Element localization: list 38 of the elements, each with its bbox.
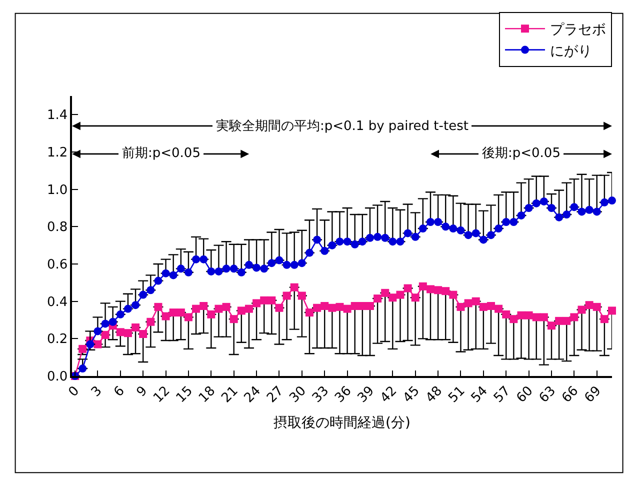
x-tick-label: 15 [174,384,196,406]
x-tick-label: 9 [134,384,151,400]
x-tick-label: 6 [111,384,128,400]
y-tick-label: 1.2 [46,146,68,161]
legend-label: にがり [550,43,592,60]
x-tick-label: 27 [264,384,287,406]
y-tick-label: 0.8 [46,220,68,236]
y-tick-label: 1.0 [46,182,68,198]
x-tick-label: 48 [423,384,446,406]
x-tick-label: 21 [218,384,242,406]
x-tick-label: 51 [446,384,468,406]
x-tick-label: 45 [400,384,423,406]
x-tick-label: 0 [66,384,82,400]
x-axis-title: 摂取後の時間経過(分) [274,414,410,431]
x-tick-label: 30 [287,384,310,406]
y-tick-label: 0.6 [46,258,68,273]
legend-label: プラセボ [550,22,606,38]
x-tick-label: 60 [514,384,536,406]
x-tick-label: 24 [242,384,264,406]
x-tick-label: 3 [88,384,106,400]
annotation: 前期:p<0.05 [122,146,200,161]
x-tick-label: 66 [559,384,582,406]
x-tick-label: 12 [150,384,174,406]
x-tick-label: 57 [491,384,514,406]
x-tick-label: 18 [196,384,219,406]
x-tick-label: 36 [332,384,355,406]
x-tick-label: 54 [468,384,491,406]
x-tick-label: 39 [355,384,378,406]
x-tick-label: 42 [378,384,400,406]
y-tick-label: 0.0 [46,370,68,385]
y-tick-label: 0.4 [46,294,68,310]
x-tick-label: 63 [536,384,559,406]
annotation: 実験全期間の平均:p<0.1 by paired t-test [216,118,468,134]
annotation: 後期:p<0.05 [482,146,560,161]
y-tick-label: 0.2 [46,332,68,348]
y-tick-label: 1.4 [46,108,68,124]
x-tick-label: 33 [310,384,332,406]
x-tick-label: 69 [582,384,604,406]
